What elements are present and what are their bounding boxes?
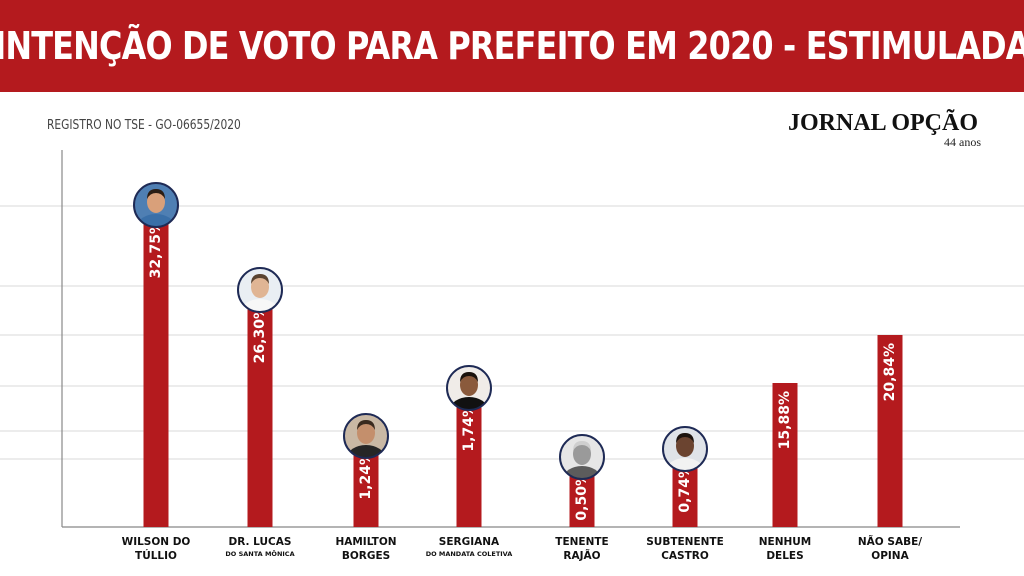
bar-value-label: 26,30% xyxy=(252,305,268,363)
chart-title: INTENÇÃO DE VOTO PARA PREFEITO EM 2020 -… xyxy=(0,24,1024,68)
bar-value-label: 20,84% xyxy=(882,343,898,401)
category-label-line2: RAJÃO xyxy=(563,549,600,562)
bar xyxy=(877,335,903,527)
avatar-sergiana xyxy=(446,365,492,411)
title-banner xyxy=(0,0,1024,92)
avatar-rajao xyxy=(559,434,605,480)
bar xyxy=(456,395,482,527)
category-label: SERGIANA xyxy=(439,536,500,548)
category-label: TENENTE xyxy=(555,536,608,548)
category-label: HAMILTON xyxy=(335,536,396,548)
category-label-line2: DELES xyxy=(766,550,803,562)
bar xyxy=(772,383,798,527)
category-label: DR. LUCAS xyxy=(229,536,292,548)
category-label: NÃO SABE/ xyxy=(858,535,922,548)
avatar-lucas xyxy=(237,267,283,313)
bar-value-label: 15,88% xyxy=(777,391,793,449)
category-label-line2: TÚLLIO xyxy=(135,549,177,562)
avatars xyxy=(133,182,708,480)
bar-value-label: 0,74% xyxy=(677,464,693,513)
bar-value-label: 1,74% xyxy=(461,403,477,452)
avatar-wilson xyxy=(133,182,179,228)
bars: 32,75% 26,30% 1,24% 1,74% 0,50% 0,74% 15,88% 20… xyxy=(143,212,903,527)
bar-value-label: 32,75% xyxy=(148,220,164,278)
registration-note: REGISTRO NO TSE - GO-06655/2020 xyxy=(47,118,241,133)
newspaper-tagline: 44 anos xyxy=(944,135,981,149)
category-sublabel: DO MANDATA COLETIVA xyxy=(426,550,513,558)
category-sublabel: DO SANTA MÔNICA xyxy=(225,549,294,558)
axes xyxy=(61,150,960,528)
category-label-line2: OPINA xyxy=(871,550,909,562)
bar-value-label: 1,24% xyxy=(358,451,374,500)
avatar-hamilton xyxy=(343,413,389,459)
bar-value-label: 0,50% xyxy=(574,472,590,521)
category-label-line2: BORGES xyxy=(342,550,390,562)
category-label: SUBTENENTE xyxy=(646,536,724,548)
category-label: WILSON DO xyxy=(122,536,191,548)
avatar-castro xyxy=(662,426,708,472)
category-label-line2: CASTRO xyxy=(661,550,709,562)
bar xyxy=(247,297,273,527)
category-label: NENHUM xyxy=(759,536,812,548)
newspaper-logo: JORNAL OPÇÃO xyxy=(788,110,979,136)
bar xyxy=(143,212,169,527)
